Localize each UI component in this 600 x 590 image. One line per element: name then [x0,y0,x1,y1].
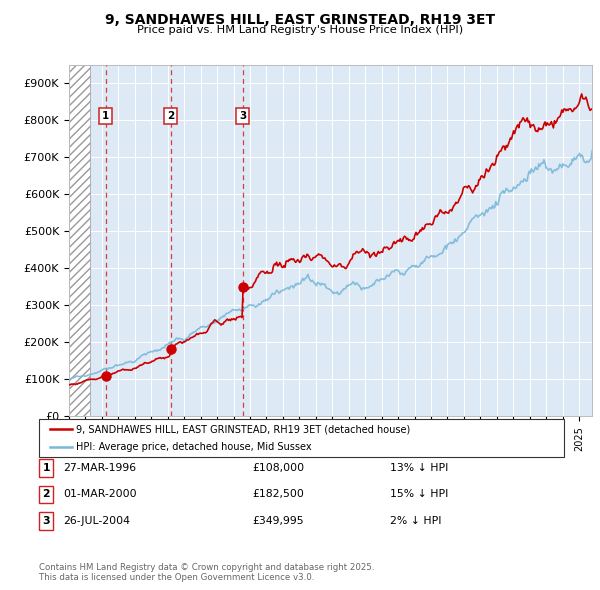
Text: 2% ↓ HPI: 2% ↓ HPI [390,516,442,526]
Text: Price paid vs. HM Land Registry's House Price Index (HPI): Price paid vs. HM Land Registry's House … [137,25,463,35]
Text: 26-JUL-2004: 26-JUL-2004 [63,516,130,526]
Text: HPI: Average price, detached house, Mid Sussex: HPI: Average price, detached house, Mid … [76,442,312,452]
Text: £108,000: £108,000 [252,463,304,473]
Text: £349,995: £349,995 [252,516,304,526]
Text: 3: 3 [43,516,50,526]
Text: 01-MAR-2000: 01-MAR-2000 [63,490,137,499]
Text: 2: 2 [167,111,174,121]
Text: 9, SANDHAWES HILL, EAST GRINSTEAD, RH19 3ET: 9, SANDHAWES HILL, EAST GRINSTEAD, RH19 … [105,13,495,27]
Text: 1: 1 [102,111,109,121]
Text: 27-MAR-1996: 27-MAR-1996 [63,463,136,473]
Text: 2: 2 [43,490,50,499]
Text: 13% ↓ HPI: 13% ↓ HPI [390,463,448,473]
Text: £182,500: £182,500 [252,490,304,499]
Text: Contains HM Land Registry data © Crown copyright and database right 2025.
This d: Contains HM Land Registry data © Crown c… [39,563,374,582]
Text: 9, SANDHAWES HILL, EAST GRINSTEAD, RH19 3ET (detached house): 9, SANDHAWES HILL, EAST GRINSTEAD, RH19 … [76,424,410,434]
Bar [69,65,91,416]
Text: 1: 1 [43,463,50,473]
Text: 15% ↓ HPI: 15% ↓ HPI [390,490,448,499]
Text: 3: 3 [239,111,247,121]
